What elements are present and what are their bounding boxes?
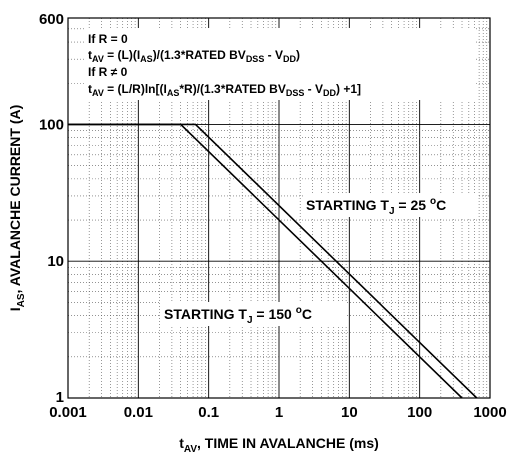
series-lines — [68, 123, 478, 399]
plot-frame — [67, 17, 491, 399]
y-axis-title: IAS, AVALANCHE CURRENT (A) — [7, 105, 27, 312]
y-tick-label: 100 — [39, 116, 64, 133]
series-label-25c: STARTING TJ = 25 oC — [306, 196, 446, 217]
x-tick-label: 0.01 — [124, 404, 153, 421]
annotation-line-4: tAV = (L/R)ln[(IAS*R)/(1.3*RATED BVDSS -… — [88, 82, 361, 98]
y-tick-label: 10 — [47, 253, 64, 270]
tick-labels: 0.001 0.01 0.1 1 10 100 1000 1 10 100 600 — [39, 11, 507, 421]
x-tick-label: 1 — [275, 404, 283, 421]
x-tick-label: 100 — [407, 404, 432, 421]
series-label-150c: STARTING TJ = 150 oC — [164, 305, 312, 326]
x-tick-label: 0.001 — [49, 404, 87, 421]
series-line-1 — [68, 123, 463, 399]
x-tick-label: 10 — [341, 404, 358, 421]
y-tick-label: 1 — [56, 389, 64, 406]
annotation-box — [86, 28, 476, 100]
series-label-150c-bg — [161, 302, 347, 326]
x-tick-label: 1000 — [473, 404, 506, 421]
x-axis-title: tAV, TIME IN AVALANCHE (ms) — [179, 435, 379, 455]
annotation-line-2: tAV = (L)(IAS)/(1.3*RATED BVDSS - VDD) — [88, 48, 300, 64]
y-tick-label: 600 — [39, 11, 64, 28]
annotation-line-3: If R ≠ 0 — [88, 65, 128, 79]
series-label-25c-bg — [303, 193, 477, 217]
annotation-line-1: If R = 0 — [88, 32, 128, 46]
x-tick-label: 0.1 — [198, 404, 219, 421]
